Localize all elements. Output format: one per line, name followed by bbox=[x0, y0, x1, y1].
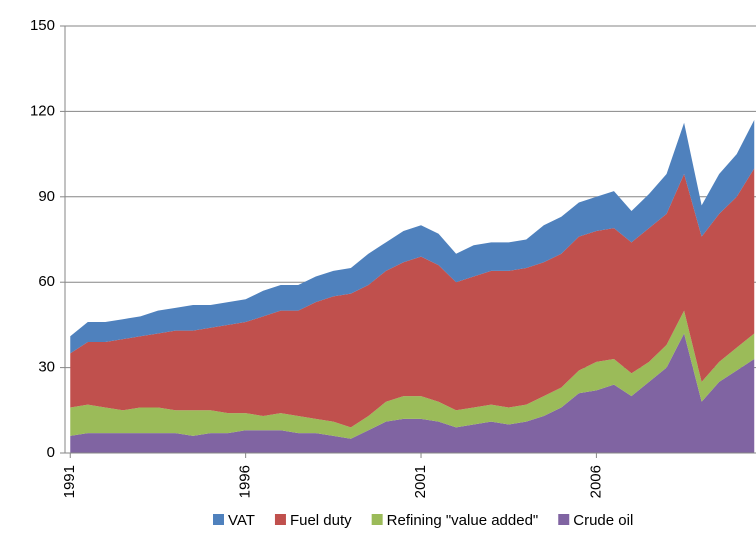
y-tick-label: 30 bbox=[38, 359, 55, 376]
legend-item: VAT bbox=[213, 512, 255, 529]
legend-label: Refining "value added" bbox=[387, 512, 539, 529]
legend-label: Crude oil bbox=[573, 512, 633, 529]
area bbox=[70, 333, 755, 453]
y-tick-label: 90 bbox=[38, 188, 55, 205]
x-tick-label: 2001 bbox=[412, 465, 429, 498]
x-tick-label: 1996 bbox=[237, 465, 254, 498]
legend-item: Fuel duty bbox=[274, 512, 352, 529]
legend-item: Crude oil bbox=[558, 512, 633, 529]
y-tick-label: 0 bbox=[47, 444, 55, 461]
legend-swatch bbox=[558, 514, 570, 525]
legend-swatch bbox=[213, 514, 224, 525]
legend-swatch bbox=[371, 514, 383, 525]
y-tick-label: 150 bbox=[30, 17, 55, 34]
area bbox=[70, 168, 755, 428]
legend-label: VAT bbox=[228, 512, 255, 529]
legend-label: Fuel duty bbox=[290, 512, 352, 529]
x-tick-label: 1991 bbox=[61, 465, 78, 498]
area bbox=[70, 119, 755, 354]
y-tick-label: 120 bbox=[30, 102, 55, 119]
legend-swatch bbox=[274, 514, 286, 525]
legend-item: Refining "value added" bbox=[371, 512, 539, 529]
y-tick-label: 60 bbox=[38, 273, 55, 290]
area bbox=[70, 310, 755, 439]
x-tick-label: 2006 bbox=[587, 465, 604, 498]
